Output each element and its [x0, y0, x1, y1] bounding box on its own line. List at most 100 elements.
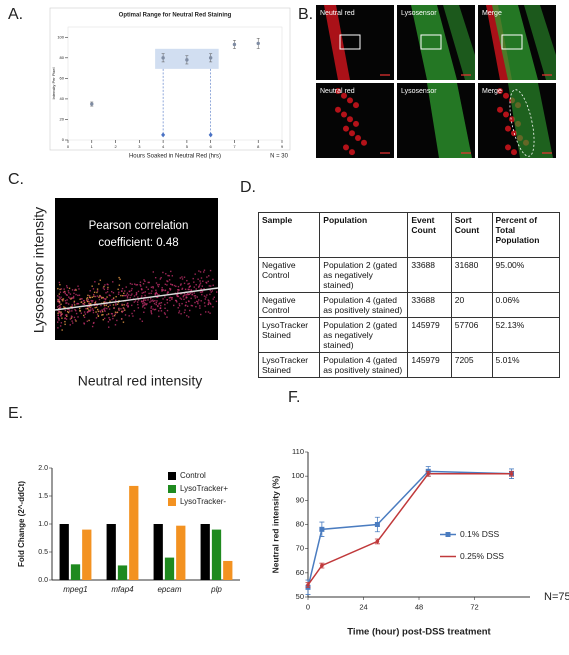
pixel-dot [184, 288, 187, 291]
pixel-dot [171, 284, 173, 286]
pixel-dot [181, 302, 183, 305]
pixel-dot [181, 287, 184, 290]
pixel-dot [112, 281, 114, 283]
pixel-dot [154, 308, 157, 311]
pixel-dot [200, 277, 203, 279]
point [90, 102, 94, 106]
pixel-dot [122, 294, 124, 297]
pixel-dot [74, 304, 76, 306]
pixel-dot [209, 289, 211, 292]
pixel-dot [187, 283, 189, 285]
pixel-dot [130, 294, 132, 297]
pixel-dot [141, 295, 143, 297]
pixel-dot [198, 270, 200, 272]
pixel-dot [193, 292, 195, 294]
pixel-dot [57, 287, 59, 290]
pixel-dot [95, 317, 98, 319]
red-granule [349, 130, 355, 137]
pixel-dot [93, 291, 96, 294]
pixel-dot [153, 308, 156, 311]
pixel-dot [178, 304, 181, 307]
range-marker [161, 132, 166, 138]
x-tick-label: 8 [257, 144, 260, 149]
pixel-dot [150, 312, 153, 315]
pixel-dot [58, 311, 60, 313]
pixel-dot [86, 305, 89, 308]
pixel-dot [115, 295, 117, 298]
pixel-dot [83, 323, 86, 325]
pixel-dot [124, 294, 126, 297]
pixel-dot [207, 303, 210, 306]
pixel-dot [199, 305, 201, 307]
pixel-dot [101, 310, 104, 313]
y-tick-label: 100 [57, 34, 64, 39]
pixel-dot [143, 302, 146, 304]
pixel-dot [142, 302, 144, 305]
pixel-dot [167, 280, 169, 283]
pixel-dot [109, 318, 111, 321]
red-granule [343, 125, 349, 132]
bar [70, 564, 81, 580]
pixel-dot [197, 286, 200, 288]
pixel-dot [57, 312, 59, 314]
pixel-dot [166, 292, 169, 294]
legend-label: LysoTracker+ [180, 484, 228, 493]
pixel-dot [188, 286, 190, 289]
pixel-dot [58, 299, 61, 301]
pixel-dot [70, 298, 72, 300]
pixel-dot [78, 307, 81, 310]
pixel-dot [70, 306, 72, 308]
panel-label: A. [8, 6, 23, 23]
x-tick-label: 5 [186, 144, 189, 149]
red-granule [341, 111, 347, 118]
y-tick-label: 60 [296, 568, 304, 577]
pixel-dot [96, 288, 99, 290]
pixel-dot [121, 318, 123, 320]
pixel-dot [154, 294, 156, 296]
pixel-dot [180, 298, 183, 300]
pixel-dot [184, 309, 186, 311]
pixel-dot [99, 294, 101, 297]
pixel-dot [96, 313, 99, 315]
pixel-dot [86, 320, 89, 322]
header-cell: Event Count [407, 212, 452, 258]
pixel-dot [82, 303, 84, 305]
pixel-dot [183, 294, 186, 296]
red-granule [335, 88, 341, 94]
pixel-dot [152, 286, 154, 288]
pixel-dot [114, 324, 117, 326]
pixel-dot [134, 300, 137, 302]
pixel-dot [147, 281, 149, 284]
pixel-dot [178, 312, 180, 314]
pixel-dot [94, 295, 97, 298]
green-band [492, 5, 538, 80]
pixel-dot [72, 322, 74, 324]
pixel-dot [104, 310, 106, 312]
point [320, 563, 324, 568]
pixel-dot [147, 288, 149, 291]
pixel-dot [68, 287, 71, 290]
point [374, 522, 380, 527]
pixel-dot [126, 297, 129, 299]
pixel-dot [212, 284, 214, 287]
pixel-dot [126, 302, 129, 305]
pixel-dot [137, 307, 140, 309]
pixel-dot [203, 271, 205, 273]
y-tick-label: 20 [60, 117, 65, 122]
pixel-dot [188, 293, 190, 295]
pixel-dot [117, 288, 119, 291]
table-cell: 145979 [407, 317, 452, 353]
pixel-dot [64, 309, 67, 312]
pixel-dot [103, 288, 106, 291]
pixel-dot [144, 280, 146, 283]
pixel-dot [113, 314, 116, 317]
pixel-dot [157, 294, 159, 296]
pixel-dot [129, 297, 131, 299]
pixel-dot [86, 297, 89, 299]
table-cell: 33688 [407, 257, 452, 293]
pixel-dot [110, 312, 113, 315]
pixel-dot [59, 304, 61, 307]
pixel-dot [58, 317, 60, 320]
pixel-dot [179, 297, 181, 299]
pixel-dot [180, 293, 182, 295]
